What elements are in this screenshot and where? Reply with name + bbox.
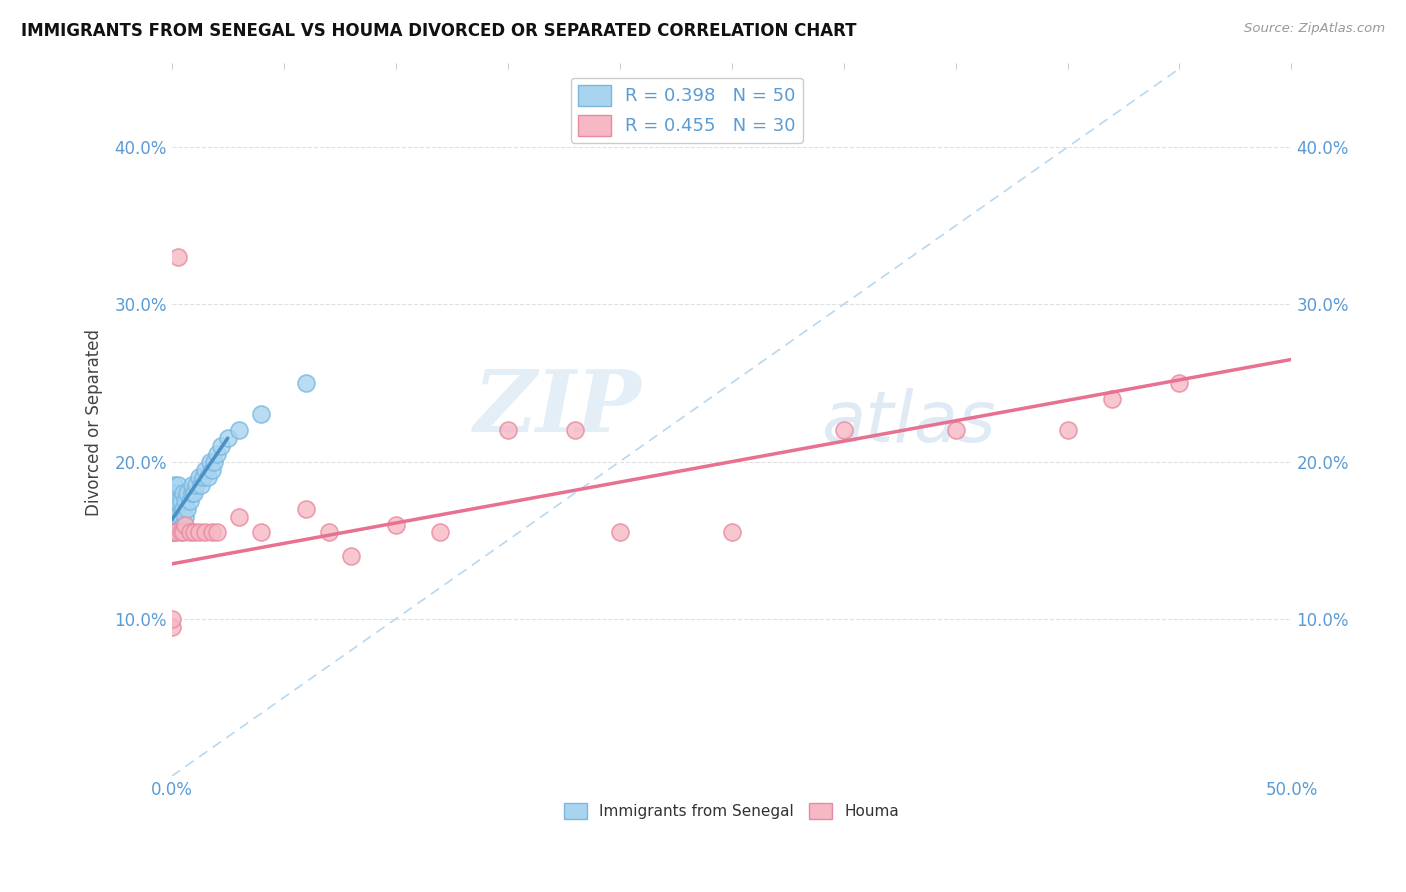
- Point: [165, 509, 187, 524]
- Point: [609, 525, 631, 540]
- Y-axis label: Divorced or Separated: Divorced or Separated: [86, 329, 103, 516]
- Point: [160, 612, 183, 626]
- Point: [250, 408, 273, 422]
- Point: [1168, 376, 1191, 390]
- Point: [945, 423, 967, 437]
- Point: [720, 525, 742, 540]
- Point: [1056, 423, 1078, 437]
- Point: [228, 509, 250, 524]
- Point: [165, 494, 187, 508]
- Point: [163, 517, 186, 532]
- Text: ZIP: ZIP: [474, 367, 643, 450]
- Point: [163, 501, 186, 516]
- Point: [181, 486, 204, 500]
- Point: [340, 549, 363, 563]
- Point: [176, 486, 198, 500]
- Text: IMMIGRANTS FROM SENEGAL VS HOUMA DIVORCED OR SEPARATED CORRELATION CHART: IMMIGRANTS FROM SENEGAL VS HOUMA DIVORCE…: [21, 22, 856, 40]
- Point: [165, 517, 187, 532]
- Point: [205, 447, 228, 461]
- Point: [163, 486, 186, 500]
- Point: [174, 517, 197, 532]
- Point: [179, 525, 201, 540]
- Point: [187, 470, 209, 484]
- Point: [160, 486, 183, 500]
- Point: [165, 486, 187, 500]
- Point: [384, 517, 406, 532]
- Point: [163, 478, 186, 492]
- Point: [179, 494, 201, 508]
- Point: [167, 517, 190, 532]
- Point: [295, 501, 318, 516]
- Point: [201, 525, 224, 540]
- Point: [170, 509, 193, 524]
- Text: Source: ZipAtlas.com: Source: ZipAtlas.com: [1244, 22, 1385, 36]
- Legend: Immigrants from Senegal, Houma: Immigrants from Senegal, Houma: [558, 797, 905, 825]
- Point: [172, 486, 194, 500]
- Point: [163, 509, 186, 524]
- Point: [190, 478, 212, 492]
- Point: [163, 525, 186, 540]
- Point: [160, 509, 183, 524]
- Point: [295, 376, 318, 390]
- Point: [170, 494, 193, 508]
- Point: [163, 494, 186, 508]
- Point: [194, 462, 217, 476]
- Point: [228, 423, 250, 437]
- Point: [160, 525, 183, 540]
- Point: [183, 486, 205, 500]
- Point: [160, 501, 183, 516]
- Point: [209, 439, 232, 453]
- Point: [191, 470, 214, 484]
- Point: [167, 494, 190, 508]
- Point: [160, 620, 183, 634]
- Point: [250, 525, 273, 540]
- Point: [187, 525, 209, 540]
- Point: [496, 423, 519, 437]
- Point: [201, 462, 224, 476]
- Point: [183, 525, 205, 540]
- Point: [165, 501, 187, 516]
- Point: [172, 525, 194, 540]
- Point: [176, 501, 198, 516]
- Point: [165, 525, 187, 540]
- Text: atlas: atlas: [821, 388, 995, 457]
- Point: [167, 509, 190, 524]
- Point: [1101, 392, 1123, 406]
- Point: [197, 470, 219, 484]
- Point: [170, 525, 193, 540]
- Point: [318, 525, 340, 540]
- Point: [163, 525, 186, 540]
- Point: [167, 478, 190, 492]
- Point: [174, 509, 197, 524]
- Point: [172, 517, 194, 532]
- Point: [832, 423, 855, 437]
- Point: [160, 494, 183, 508]
- Point: [160, 517, 183, 532]
- Point: [181, 478, 204, 492]
- Point: [202, 455, 225, 469]
- Point: [167, 250, 190, 264]
- Point: [172, 501, 194, 516]
- Point: [217, 431, 239, 445]
- Point: [186, 478, 208, 492]
- Point: [429, 525, 451, 540]
- Point: [194, 525, 217, 540]
- Point: [198, 455, 221, 469]
- Point: [174, 494, 197, 508]
- Point: [205, 525, 228, 540]
- Point: [564, 423, 586, 437]
